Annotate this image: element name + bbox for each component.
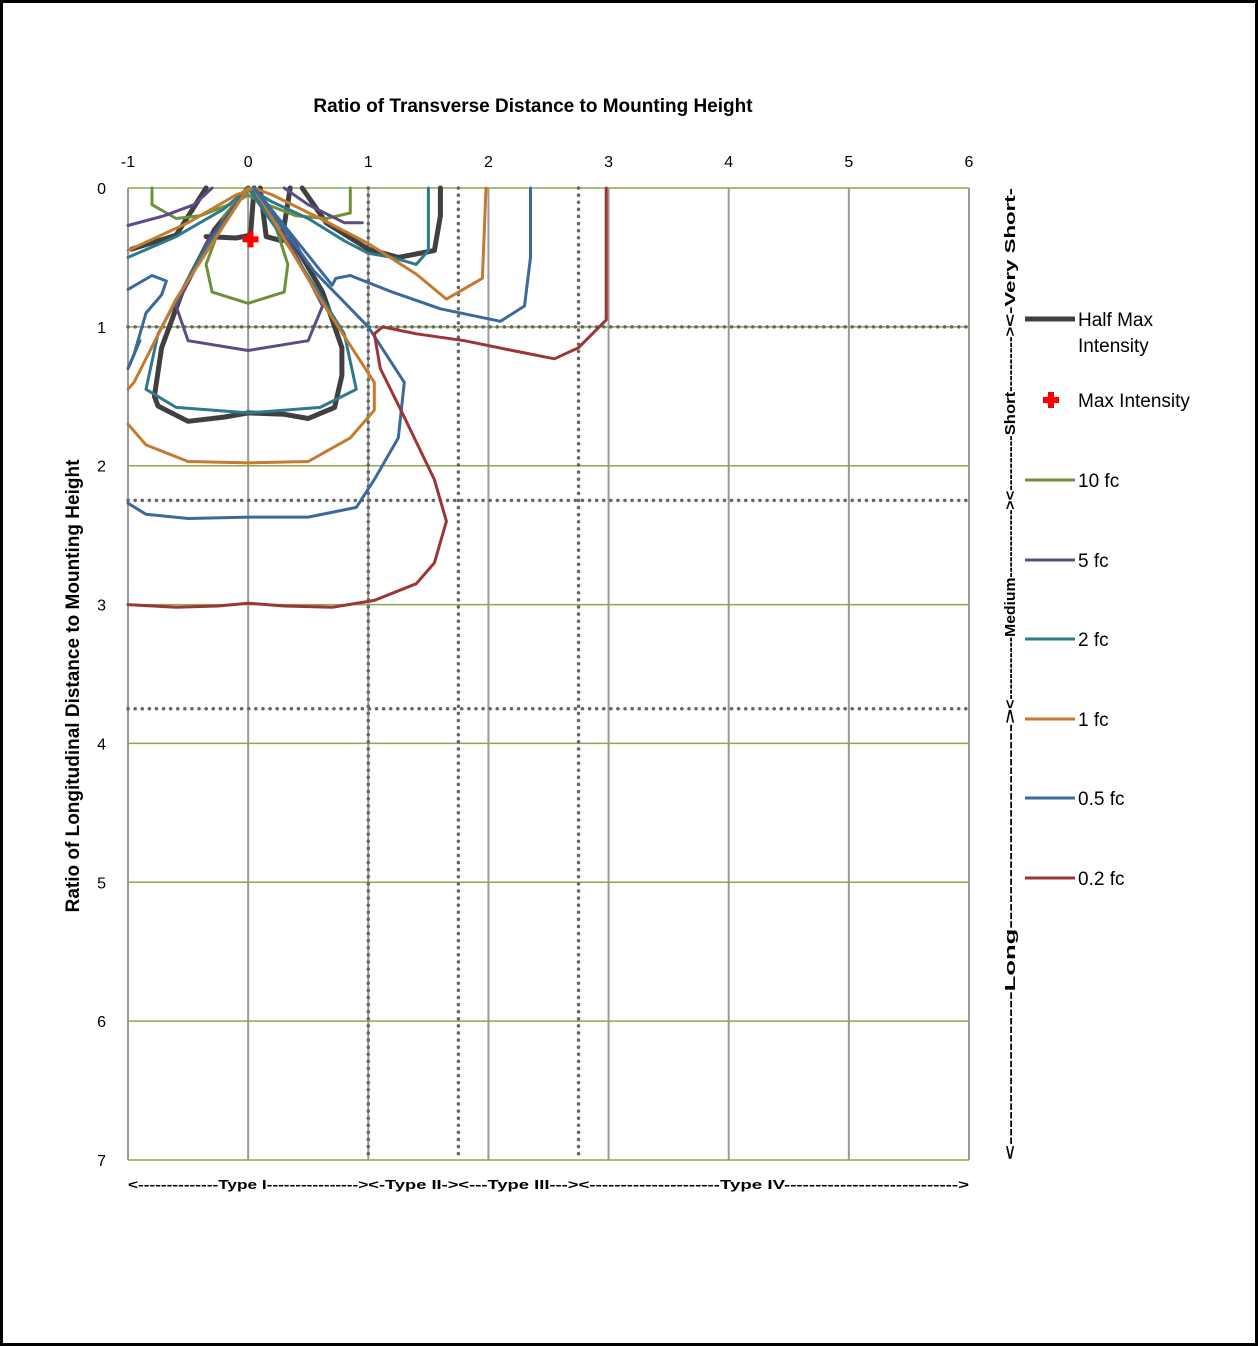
class-label: <-Very Short- [1002,188,1019,327]
x-tick-label: 0 [244,154,253,171]
contour-line [252,186,532,323]
legend-label: Half Max Intensity [1078,310,1153,357]
legend-label: 0.2 fc [1078,869,1124,890]
legend-item: 0.5 fc [1025,789,1124,810]
legend-item: 0.2 fc [1025,869,1124,890]
legend: Half Max Intensity Max Intensity 10 fc 5 fc 2… [1025,310,1190,890]
type-label: <---------------------Type IV-----------… [579,1177,970,1192]
legend-label: 0.5 fc [1078,789,1124,810]
x-tick-label: 4 [724,154,733,171]
legend-label: 5 fc [1078,551,1109,572]
lateral-type-labels: <--------------Type I----------------> <-… [128,1177,970,1192]
max-intensity-marker-layer [242,231,259,248]
y-tick-label: 6 [97,1014,106,1031]
y-tick-label: 5 [97,875,106,892]
legend-item: 2 fc [1025,630,1109,651]
type-label: <---Type III---> [458,1177,579,1192]
illuminance-contour-chart: -1 0 1 2 3 4 5 6 0 1 2 3 4 5 6 7 Ratio of Transverse Di… [63,96,1190,1192]
contour-line [282,186,364,225]
y-tick-label: 3 [97,598,106,615]
type-label: <--------------Type I----------------> [128,1177,369,1192]
y-axis-label: Ratio of Longitudinal Distance to Mounti… [63,459,84,912]
class-label: <----------Short----------> [1002,327,1019,501]
y-tick-label: 2 [97,459,106,476]
x-tick-label: 3 [604,154,613,171]
legend-item: 5 fc [1025,551,1109,572]
chart-title: Ratio of Transverse Distance to Mounting… [313,96,753,117]
legend-swatch-max-intensity [1043,392,1059,408]
x-tick-label: -1 [121,154,135,171]
class-label: <------------------Long-----------------… [1002,708,1019,1160]
contour-line [126,186,430,266]
grid [127,187,970,1161]
y-tick-label: 4 [97,736,106,753]
contour-line [126,186,214,227]
contour-line [126,186,406,520]
contour-series [126,185,608,609]
contour-line [126,186,250,391]
contour-line [126,186,488,301]
x-tick-label: 2 [484,154,493,171]
legend-label: Max Intensity [1078,391,1190,412]
legend-item: 10 fc [1025,471,1119,492]
class-label: <------------Medium-------------> [1002,500,1019,709]
x-tick-label: 5 [844,154,853,171]
legend-label: 1 fc [1078,710,1109,731]
longitudinal-class-labels: <-Very Short-<----------Short---------->… [1002,188,1019,1160]
legend-label: 2 fc [1078,630,1109,651]
legend-label: 10 fc [1078,471,1119,492]
series-fc1 [126,186,488,465]
legend-item: Max Intensity [1043,391,1190,412]
series-fc02 [126,186,608,609]
classification-boundaries [126,186,971,1162]
type-label: <-Type II-> [368,1177,459,1192]
x-tick-label: 1 [364,154,373,171]
y-tick-label: 7 [97,1153,106,1170]
legend-item: Half Max Intensity [1025,310,1153,357]
contour-line [126,186,608,609]
contour-line [126,274,168,370]
tick-labels: -1 0 1 2 3 4 5 6 0 1 2 3 4 5 6 7 [97,154,973,1170]
max-intensity-marker [242,231,259,248]
x-tick-label: 6 [965,154,974,171]
contour-line [126,186,376,465]
y-tick-label: 1 [97,320,106,337]
legend-item: 1 fc [1025,710,1109,731]
series-fc05 [126,186,532,520]
y-tick-label: 0 [97,181,106,198]
